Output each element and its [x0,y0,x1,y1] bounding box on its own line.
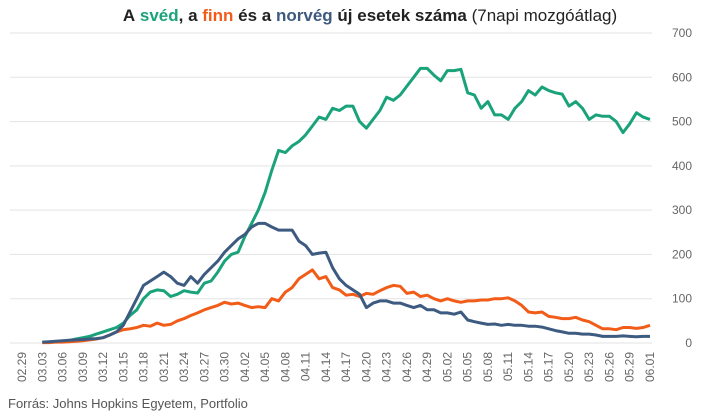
x-tick-label: 03.12 [96,352,110,382]
title-part: új esetek száma [337,6,467,25]
x-tick-label: 03.27 [197,352,211,382]
x-tick-label: 03.21 [157,352,171,382]
x-tick-label: 03.03 [35,352,49,382]
chart-title: A svéd, a finn és a norvég új esetek szá… [0,6,718,26]
x-tick-label: 04.08 [278,352,292,382]
x-tick-label: 04.05 [258,352,272,382]
x-tick-label: 03.24 [177,352,191,382]
y-tick-label: 200 [672,247,692,261]
x-tick-label: 04.17 [339,352,353,382]
x-tick-label: 05.17 [542,352,556,382]
x-tick-label: 04.29 [420,352,434,382]
x-tick-label: 04.20 [359,352,373,382]
series-line [42,221,650,344]
x-tick-label: 03.15 [116,352,130,382]
x-tick-label: 05.20 [562,352,576,382]
x-tick-label: 03.18 [137,352,151,382]
legend-name: svéd [139,6,179,25]
title-part: (7napi mozgóátlag) [471,6,618,25]
legend-name: norvég [275,6,333,25]
legend-name: finn [202,6,234,25]
x-tick-label: 04.02 [238,352,252,382]
x-tick-label: 03.30 [218,352,232,382]
series-line [42,66,651,345]
title-part: és a [238,6,272,25]
source: Forrás: Johns Hopkins Egyetem, Portfolio [8,396,248,411]
x-tick-label: 04.26 [400,352,414,382]
title-part: , a [178,6,198,25]
y-tick-label: 600 [672,70,692,84]
y-tick-label: 500 [672,115,692,129]
x-tick-label: 06.01 [643,352,657,382]
x-tick-label: 05.05 [461,352,475,382]
x-tick-label: 02.29 [15,352,29,382]
x-tick-label: 05.23 [582,352,596,382]
x-tick-label: 04.23 [380,352,394,382]
x-tick-label: 03.09 [76,352,90,382]
x-tick-label: 03.06 [56,352,70,382]
x-tick-label: 05.11 [501,352,515,381]
y-tick-label: 700 [672,26,692,40]
y-tick-label: 300 [672,203,692,217]
x-tick-label: 05.08 [481,352,495,382]
series-line [42,268,651,345]
x-tick-label: 05.26 [602,352,616,382]
title-part: A [122,6,136,25]
x-tick-label: 05.14 [521,352,535,382]
x-tick-label: 05.29 [623,352,637,382]
x-tick-label: 04.14 [319,352,333,382]
y-tick-label: 400 [672,159,692,173]
y-tick-label: 0 [685,336,692,350]
x-tick-label: 04.11 [299,352,313,381]
x-tick-label: 05.02 [440,352,454,382]
y-tick-label: 100 [672,292,692,306]
